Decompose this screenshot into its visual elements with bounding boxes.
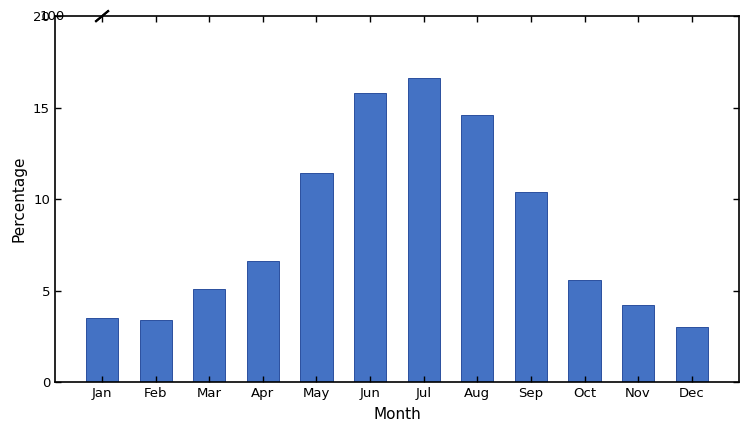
Bar [407, 78, 440, 382]
Bar [247, 261, 279, 382]
X-axis label: Month: Month [373, 407, 421, 422]
Bar [514, 192, 547, 382]
Bar [194, 289, 225, 382]
Bar [86, 318, 118, 382]
Bar [301, 174, 332, 382]
Y-axis label: Percentage: Percentage [11, 156, 26, 242]
Bar [354, 93, 386, 382]
Text: 100: 100 [39, 10, 64, 23]
Bar [140, 320, 172, 382]
Bar [622, 305, 654, 382]
Bar [461, 115, 494, 382]
Bar [568, 280, 601, 382]
Bar [676, 327, 708, 382]
